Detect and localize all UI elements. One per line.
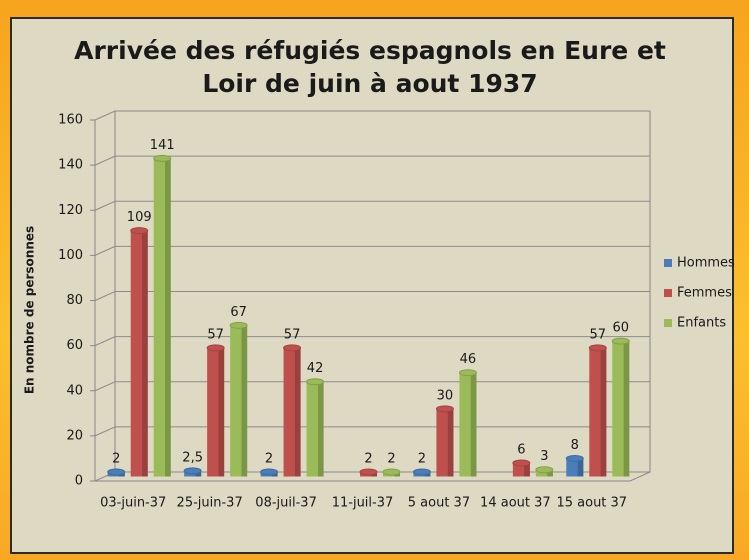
bar-top — [260, 468, 279, 476]
y-tick-label: 120 — [58, 203, 83, 218]
data-label: 57 — [284, 327, 301, 342]
grid-line — [94, 245, 650, 256]
bar-shade — [294, 347, 301, 477]
grid-line — [94, 155, 650, 166]
bar-shade — [447, 408, 454, 477]
y-tick-label: 140 — [58, 158, 83, 173]
bar-top — [535, 466, 554, 474]
legend-swatch — [664, 319, 672, 327]
bar-shade — [623, 341, 630, 477]
data-label: 6 — [517, 442, 525, 457]
bar-top — [283, 344, 302, 352]
legend-swatch — [664, 259, 672, 267]
data-label: 2 — [265, 451, 273, 466]
y-axis-label: En nombre de personnes — [23, 226, 37, 394]
bar-top — [229, 321, 248, 329]
data-label: 57 — [207, 327, 224, 342]
bar-shade — [241, 325, 248, 477]
bar-top — [565, 454, 584, 462]
data-label: 67 — [230, 305, 247, 320]
legend-swatch — [664, 289, 672, 297]
grid-line — [94, 291, 650, 301]
bar-top — [359, 468, 378, 476]
x-tick-label: 5 aout 37 — [408, 496, 470, 511]
chart-title: Arrivée des réfugiés espagnols en Eure e… — [74, 36, 666, 98]
x-tick-label: 03-juin-37 — [100, 496, 166, 511]
grid-line — [94, 381, 650, 392]
y-tick-label: 100 — [58, 248, 83, 263]
data-label: 46 — [460, 352, 477, 367]
y-tick-label: 0 — [75, 474, 83, 489]
bar-top — [306, 378, 325, 386]
grid-line — [94, 110, 650, 121]
data-label: 57 — [590, 327, 607, 342]
grid-line — [94, 426, 650, 437]
data-label: 60 — [613, 321, 630, 336]
bar-top — [130, 227, 149, 235]
bar-shade — [600, 347, 607, 477]
bar-shade — [547, 469, 553, 477]
data-label: 2 — [387, 451, 395, 466]
bar-top — [512, 459, 531, 467]
bar-top — [435, 405, 454, 413]
x-tick-label: 14 aout 37 — [480, 496, 551, 511]
data-label: 2 — [364, 451, 372, 466]
bar-top — [183, 467, 202, 475]
grid-line — [94, 200, 650, 211]
data-label: 2,5 — [182, 450, 203, 465]
x-tick-label: 15 aout 37 — [556, 496, 627, 511]
x-tick-label: 08-juil-37 — [255, 496, 317, 511]
x-tick-label: 11-juil-37 — [332, 496, 394, 511]
bar-shade — [218, 347, 225, 477]
bar-top — [412, 468, 431, 476]
y-tick-label: 160 — [58, 113, 83, 128]
y-tick-label: 80 — [66, 293, 83, 308]
grid-line — [94, 336, 650, 347]
y-tick-label: 20 — [66, 428, 83, 443]
legend-label: Femmes — [677, 286, 732, 301]
bar-shade — [165, 158, 171, 477]
legend-label: Hommes — [677, 256, 735, 271]
bar-top — [153, 154, 172, 162]
y-tick-label: 40 — [66, 383, 83, 398]
data-label: 42 — [307, 361, 324, 376]
data-label: 2 — [112, 451, 120, 466]
bar-shade — [524, 462, 530, 477]
data-label: 109 — [127, 210, 152, 225]
data-label: 2 — [418, 451, 426, 466]
data-label: 141 — [150, 138, 175, 153]
bar-top — [611, 337, 630, 345]
y-tick-label: 60 — [66, 338, 83, 353]
bar-shade — [142, 230, 148, 477]
bar-top — [382, 468, 401, 476]
bar-top — [206, 344, 225, 352]
floor — [95, 471, 651, 482]
bar-shade — [317, 381, 324, 477]
bar-shade — [577, 458, 584, 477]
bar-top — [458, 369, 477, 377]
bar-top — [588, 344, 607, 352]
bar-shade — [470, 372, 477, 477]
legend-label: Enfants — [677, 316, 726, 331]
data-label: 8 — [571, 438, 579, 453]
x-tick-label: 25-juin-37 — [177, 496, 243, 511]
data-label: 3 — [540, 449, 548, 464]
bar-top — [107, 468, 126, 476]
data-label: 30 — [437, 388, 454, 403]
